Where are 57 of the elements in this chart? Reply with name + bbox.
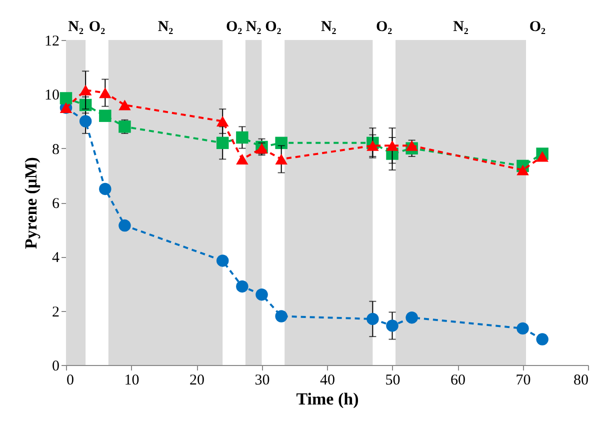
point	[386, 140, 398, 151]
point	[99, 110, 112, 122]
point	[118, 100, 131, 110]
y-tick-label: 8	[52, 142, 60, 158]
x-tick-label: 40	[320, 372, 335, 388]
x-tick-label: 30	[254, 372, 270, 388]
y-tick-label: 12	[44, 34, 60, 50]
band-label: N₂	[158, 19, 174, 35]
x-tick-label: 20	[190, 372, 204, 388]
point	[366, 312, 379, 326]
y-tick-label: 6	[52, 196, 60, 212]
band-label: N₂	[453, 19, 469, 35]
point	[60, 92, 72, 104]
point	[536, 151, 548, 162]
text: O₂	[88, 19, 106, 35]
y-tick-label: 0	[52, 358, 60, 374]
point	[236, 280, 248, 293]
point	[386, 320, 398, 332]
y-axis-title: Pyrene (μM)	[22, 157, 40, 249]
x-tick-label: 70	[516, 372, 531, 388]
point	[99, 88, 112, 98]
x-tick-label: 60	[450, 372, 466, 388]
text: O₂	[226, 19, 243, 35]
text: O₂	[529, 19, 546, 35]
point	[79, 84, 92, 96]
text: O₂	[376, 19, 393, 35]
point	[118, 120, 131, 133]
x-tick-label: 80	[574, 372, 588, 388]
band-label: N₂	[320, 19, 337, 35]
y-tick-label: 4	[52, 250, 60, 266]
point	[366, 140, 379, 151]
point	[99, 182, 112, 196]
point	[236, 131, 248, 144]
band-label: N₂	[246, 19, 262, 35]
point	[275, 310, 288, 322]
x-tick-label: 50	[385, 372, 400, 388]
point	[79, 115, 92, 128]
point	[216, 116, 229, 127]
point	[406, 311, 418, 324]
point	[406, 140, 418, 151]
point	[516, 322, 529, 335]
y-tick-label: 10	[44, 88, 60, 104]
band-label: N₂	[68, 19, 84, 35]
y-tick-label: 2	[52, 304, 60, 320]
point	[516, 164, 529, 176]
point	[216, 136, 229, 150]
text: O₂	[265, 19, 282, 35]
x-tick-label: 10	[124, 372, 140, 388]
point	[118, 219, 131, 232]
point	[275, 136, 288, 150]
x-tick-label: 0	[66, 372, 74, 388]
point	[236, 154, 248, 164]
point	[275, 154, 288, 164]
point	[536, 333, 548, 346]
point	[256, 288, 268, 301]
x-axis-title: Time (h)	[296, 390, 359, 408]
point	[216, 254, 229, 267]
